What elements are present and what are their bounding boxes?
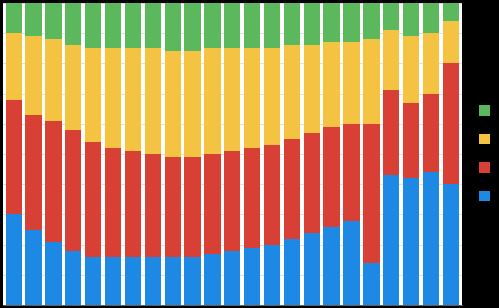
Bar <box>185 51 201 157</box>
Bar <box>383 175 399 305</box>
Bar <box>5 214 22 305</box>
Bar <box>244 3 260 48</box>
Bar <box>343 221 360 305</box>
Bar <box>443 63 459 184</box>
Bar <box>224 48 241 151</box>
Bar <box>165 257 181 305</box>
Bar <box>363 263 380 305</box>
Bar <box>343 42 360 124</box>
Bar <box>65 251 81 305</box>
Bar <box>45 121 61 242</box>
Bar <box>323 3 340 42</box>
Bar <box>85 142 101 257</box>
Bar <box>125 257 141 305</box>
Bar <box>45 242 61 305</box>
Bar <box>125 48 141 151</box>
Bar <box>423 94 439 172</box>
Bar <box>165 51 181 157</box>
Bar <box>244 248 260 305</box>
Bar <box>224 251 241 305</box>
Bar <box>65 3 81 45</box>
Bar <box>165 157 181 257</box>
Bar <box>224 3 241 48</box>
Bar <box>443 21 459 63</box>
Bar <box>363 124 380 263</box>
Bar <box>303 45 320 133</box>
Bar <box>204 3 221 48</box>
Bar <box>383 3 399 30</box>
Bar <box>85 257 101 305</box>
Bar <box>165 3 181 51</box>
Bar <box>25 229 42 305</box>
Bar <box>343 3 360 42</box>
Bar <box>105 3 121 48</box>
Bar <box>323 227 340 305</box>
Bar <box>403 3 419 36</box>
Bar <box>403 178 419 305</box>
Bar <box>5 99 22 214</box>
Bar <box>363 39 380 124</box>
Bar <box>224 151 241 251</box>
Bar <box>244 148 260 248</box>
Bar <box>105 148 121 257</box>
Bar <box>264 245 280 305</box>
Bar <box>185 3 201 51</box>
Bar <box>65 130 81 251</box>
Bar <box>185 157 201 257</box>
Bar <box>323 127 340 227</box>
Bar <box>264 145 280 245</box>
Bar <box>25 36 42 115</box>
Bar <box>323 42 340 127</box>
Bar <box>264 3 280 48</box>
Bar <box>403 36 419 103</box>
Bar <box>383 91 399 175</box>
Bar <box>145 257 161 305</box>
Bar <box>25 115 42 229</box>
Bar <box>363 3 380 39</box>
Bar <box>303 3 320 45</box>
Bar <box>244 48 260 148</box>
Bar <box>85 3 101 48</box>
Bar <box>284 239 300 305</box>
Bar <box>45 3 61 39</box>
Bar <box>125 151 141 257</box>
Bar <box>25 3 42 36</box>
Bar <box>65 45 81 130</box>
Bar <box>264 48 280 145</box>
Bar <box>105 48 121 148</box>
Bar <box>204 154 221 254</box>
Bar <box>423 33 439 94</box>
Bar <box>403 103 419 178</box>
Bar <box>423 3 439 33</box>
Bar <box>125 3 141 48</box>
Bar <box>303 233 320 305</box>
Bar <box>185 257 201 305</box>
Bar <box>5 3 22 33</box>
Bar <box>45 39 61 121</box>
Bar <box>443 184 459 305</box>
Bar <box>145 48 161 154</box>
Bar <box>284 3 300 45</box>
Bar <box>303 133 320 233</box>
Bar <box>5 33 22 99</box>
Bar <box>145 154 161 257</box>
Bar <box>105 257 121 305</box>
Bar <box>204 254 221 305</box>
Bar <box>204 48 221 154</box>
Bar <box>383 30 399 91</box>
Legend: , , , : , , , <box>474 99 497 209</box>
Bar <box>343 124 360 221</box>
Bar <box>145 3 161 48</box>
Bar <box>284 45 300 139</box>
Bar <box>423 172 439 305</box>
Bar <box>443 3 459 21</box>
Bar <box>85 48 101 142</box>
Bar <box>284 139 300 239</box>
